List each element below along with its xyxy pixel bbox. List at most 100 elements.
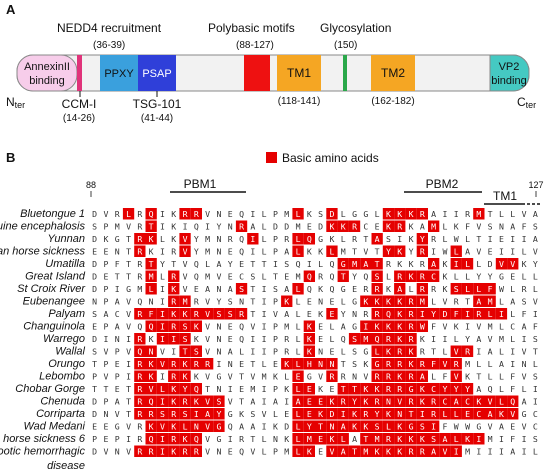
residue: I (228, 434, 233, 444)
residue: N (115, 334, 120, 344)
residue: K (409, 221, 414, 231)
basic-residue-highlight (405, 320, 417, 332)
residue: G (318, 234, 323, 244)
residue: L (160, 384, 165, 394)
basic-residue-highlight (360, 420, 372, 432)
residue: T (126, 246, 131, 256)
residue: T (341, 359, 346, 369)
residue: R (329, 371, 334, 381)
residue: L (160, 271, 165, 281)
species-name: Changuinola (23, 321, 85, 333)
residue: V (250, 371, 255, 381)
basic-residue-highlight (382, 370, 395, 382)
residue: I (160, 371, 165, 381)
residue: L (442, 346, 447, 356)
residue: R (420, 284, 425, 294)
residue: I (183, 221, 188, 231)
residue: K (386, 209, 391, 219)
basic-residue-highlight (495, 408, 508, 420)
residue: R (149, 446, 154, 456)
residue: V (160, 346, 165, 356)
residue: P (103, 321, 108, 331)
residue: D (442, 309, 447, 319)
residue: S (454, 284, 459, 294)
basic-residue-highlight (416, 383, 428, 395)
residue: K (397, 446, 402, 456)
basic-residue-highlight (156, 308, 169, 320)
residue: R (409, 309, 414, 319)
residue: L (329, 321, 334, 331)
alignment-row: Umatilla D P F T R T Y T V Q L A Y E T T I S Q I L Q G M A T R K K R A K… (45, 258, 538, 270)
residue: R (183, 209, 188, 219)
residue: I (510, 346, 515, 356)
residue: K (465, 434, 470, 444)
residue: K (442, 284, 447, 294)
residue: T (239, 371, 244, 381)
residue: K (307, 446, 312, 456)
residue: A (250, 221, 255, 231)
residue: M (284, 321, 289, 331)
residue: N (216, 246, 221, 256)
residue: N (92, 296, 97, 306)
species-name: Orungo (48, 358, 85, 370)
residue: I (160, 284, 165, 294)
residue: A (510, 296, 515, 306)
residue: K (409, 346, 414, 356)
residue: K (149, 359, 154, 369)
residue: I (431, 421, 436, 431)
residue: K (386, 284, 391, 294)
residue: T (171, 259, 176, 269)
residue: N (352, 309, 357, 319)
basic-residue-highlight (179, 308, 191, 320)
basic-residue-highlight (461, 283, 474, 295)
basic-residue-highlight (179, 345, 191, 357)
residue: F (465, 221, 470, 231)
basic-residue-highlight (360, 445, 372, 457)
basic-residue-highlight (303, 408, 315, 420)
residue: Q (341, 334, 346, 344)
basic-residue-highlight (461, 433, 474, 445)
glyco-pos: (150) (334, 40, 357, 51)
residue: R (194, 309, 199, 319)
residue: L (454, 409, 459, 419)
basic-residue-highlight (292, 395, 304, 407)
residue: E (228, 334, 233, 344)
residue: Q (307, 271, 312, 281)
residue: V (476, 246, 481, 256)
residue: I (533, 309, 538, 319)
residue: M (488, 296, 493, 306)
residue: S (352, 359, 357, 369)
residue: R (239, 221, 244, 231)
residue: K (171, 396, 176, 406)
residue: S (250, 271, 255, 281)
basic-residue-highlight (292, 370, 304, 382)
residue: K (194, 371, 199, 381)
residue: R (420, 446, 425, 456)
residue: E (273, 359, 278, 369)
residue: R (431, 234, 436, 244)
residue: D (92, 334, 97, 344)
tm2-label: TM2 (381, 66, 405, 80)
residue: I (465, 321, 470, 331)
residue: R (409, 321, 414, 331)
residue: R (205, 359, 210, 369)
residue: K (409, 209, 414, 219)
basic-residue-highlight (145, 320, 157, 332)
residue: E (228, 209, 233, 219)
basic-residue-highlight (484, 308, 496, 320)
residue: V (205, 309, 210, 319)
basic-residue-highlight (382, 220, 395, 232)
alignment-row: Chenuda D P A T R Q I K R K V S V T A I A I A E E K R Y K R N V R K R C A… (40, 395, 538, 408)
residue: K (329, 396, 334, 406)
basic-residue-highlight (145, 408, 157, 420)
residue: L (296, 321, 301, 331)
residue: T (352, 446, 357, 456)
glyco-label: Glycosylation (320, 21, 391, 35)
species-name: Yunnan (47, 233, 85, 245)
basic-residue-highlight (450, 283, 462, 295)
alignment-row: Equine encephalosisSPMVRTIKIQIYNRALDDMED… (0, 220, 538, 233)
residue: G (375, 359, 380, 369)
residue: E (510, 271, 515, 281)
basic-residue-highlight (190, 395, 202, 407)
